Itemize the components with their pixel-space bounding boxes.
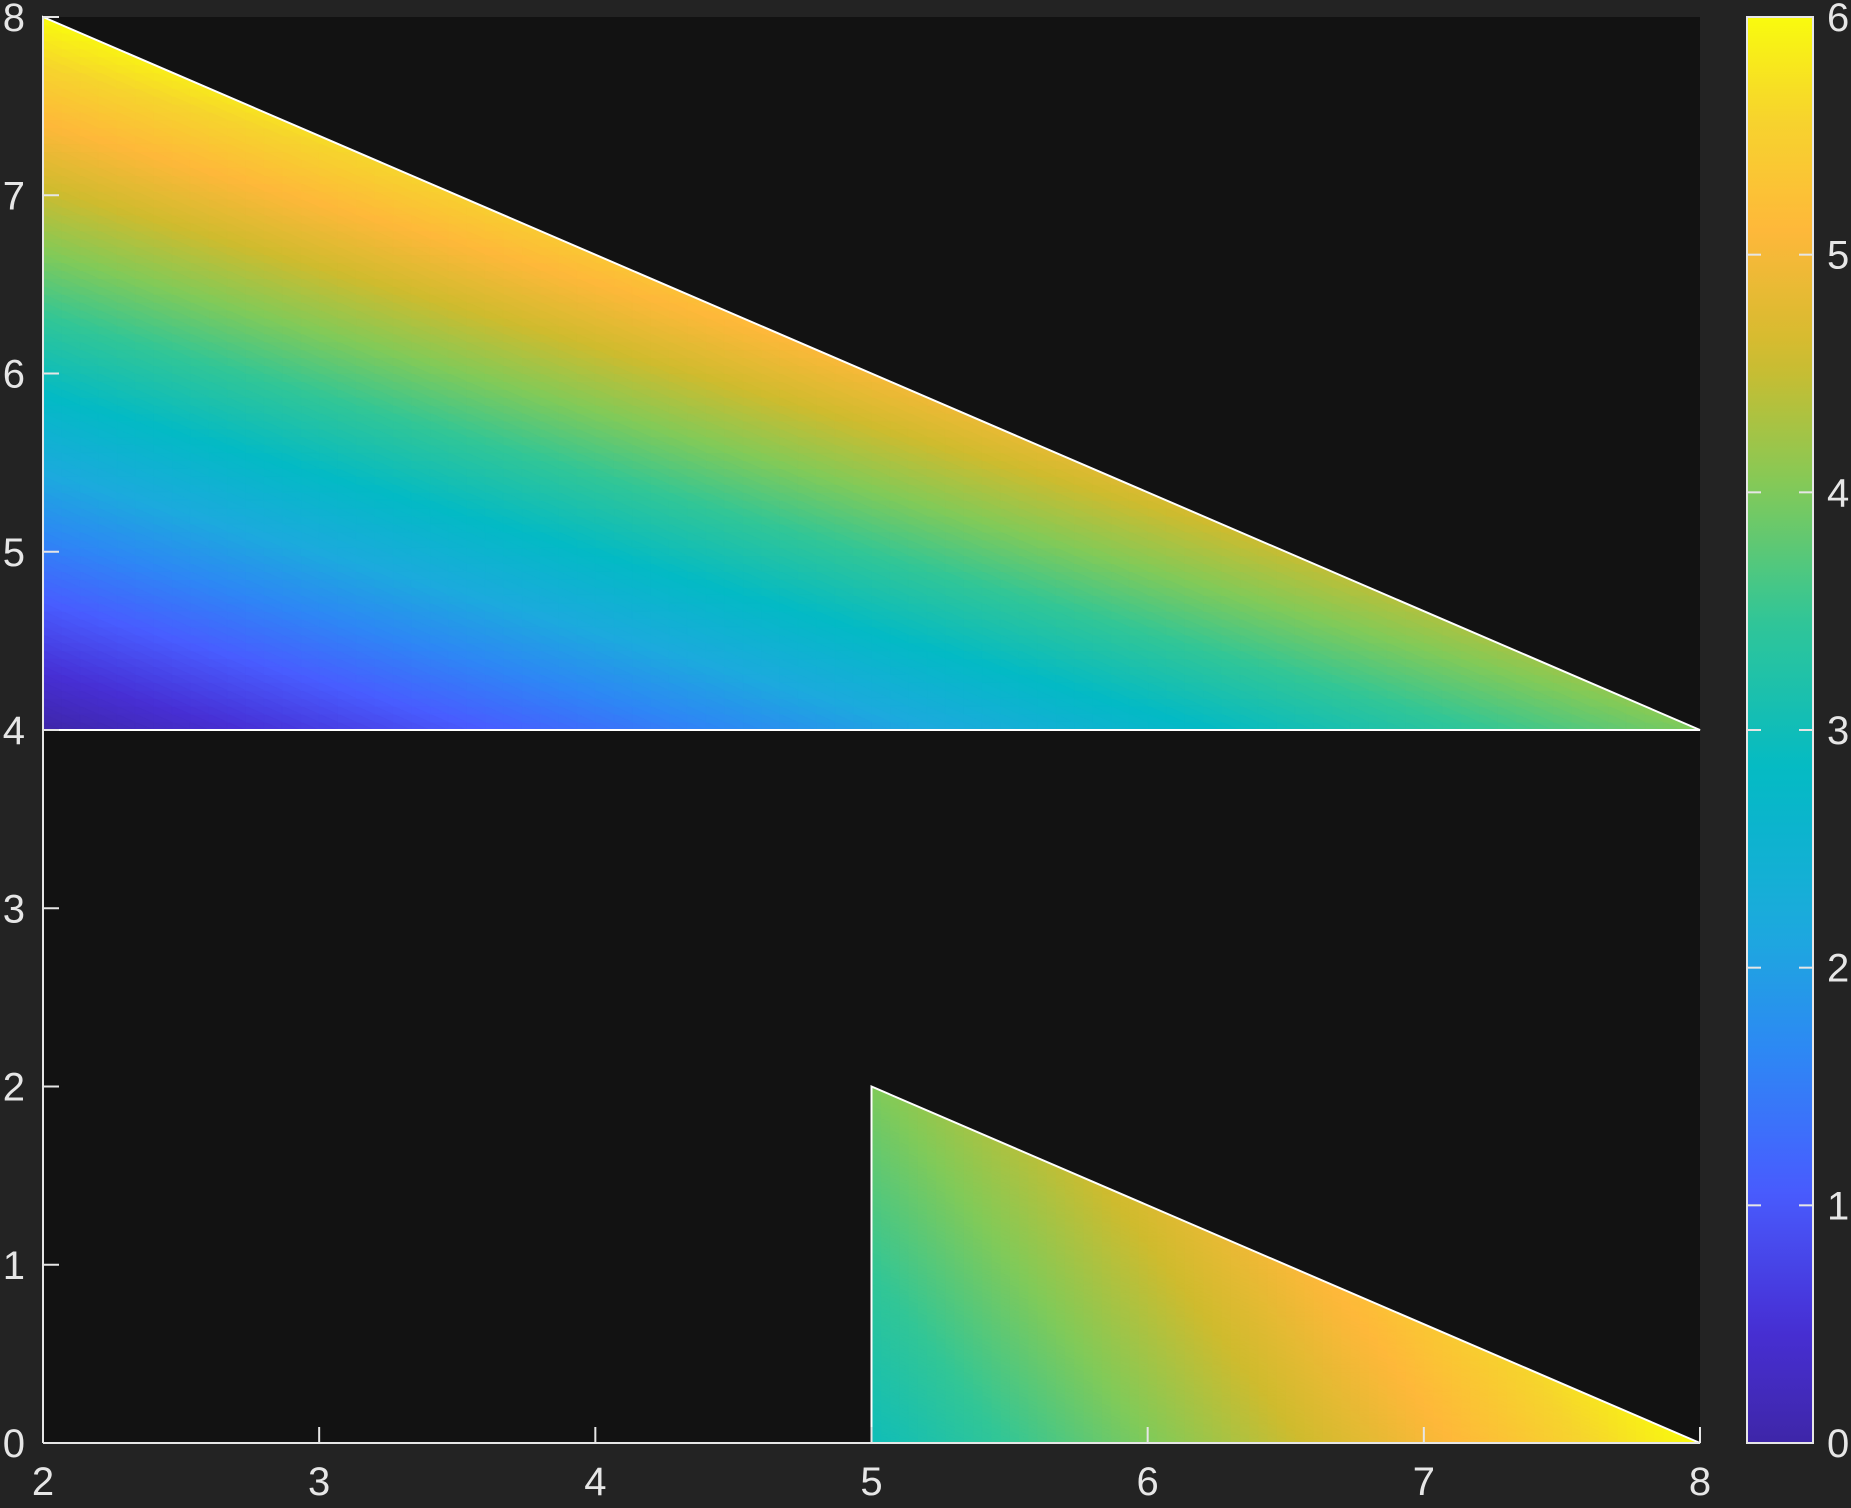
colorbar: 0 1 2 3 4 5 6 <box>1747 0 1849 1466</box>
x-tick-label: 3 <box>308 1460 330 1503</box>
y-tick-label: 3 <box>3 887 25 931</box>
colorbar-tick-label: 6 <box>1827 0 1849 40</box>
y-tick-label: 4 <box>3 709 25 753</box>
x-tick-label: 4 <box>584 1460 606 1503</box>
y-tick-label: 0 <box>3 1422 25 1466</box>
x-tick-label: 8 <box>1689 1460 1711 1503</box>
y-tick-label: 6 <box>3 353 25 397</box>
colorbar-tick-label: 5 <box>1827 234 1849 278</box>
colorbar-tick-label: 1 <box>1827 1184 1849 1228</box>
y-tick-label: 7 <box>3 174 25 218</box>
x-tick-label: 6 <box>1137 1460 1159 1503</box>
colorbar-tick-label: 4 <box>1827 471 1849 515</box>
y-tick-label: 1 <box>3 1244 25 1288</box>
colorbar-tick-label: 2 <box>1827 947 1849 991</box>
x-tick-label: 7 <box>1413 1460 1435 1503</box>
x-tick-label: 2 <box>32 1460 54 1503</box>
x-tick-label: 5 <box>860 1460 882 1503</box>
colorbar-tick-label: 3 <box>1827 709 1849 753</box>
y-tick-label: 5 <box>3 531 25 575</box>
y-tick-label: 8 <box>3 0 25 40</box>
y-tick-label: 2 <box>3 1066 25 1110</box>
colorbar-tick-label: 0 <box>1827 1422 1849 1466</box>
